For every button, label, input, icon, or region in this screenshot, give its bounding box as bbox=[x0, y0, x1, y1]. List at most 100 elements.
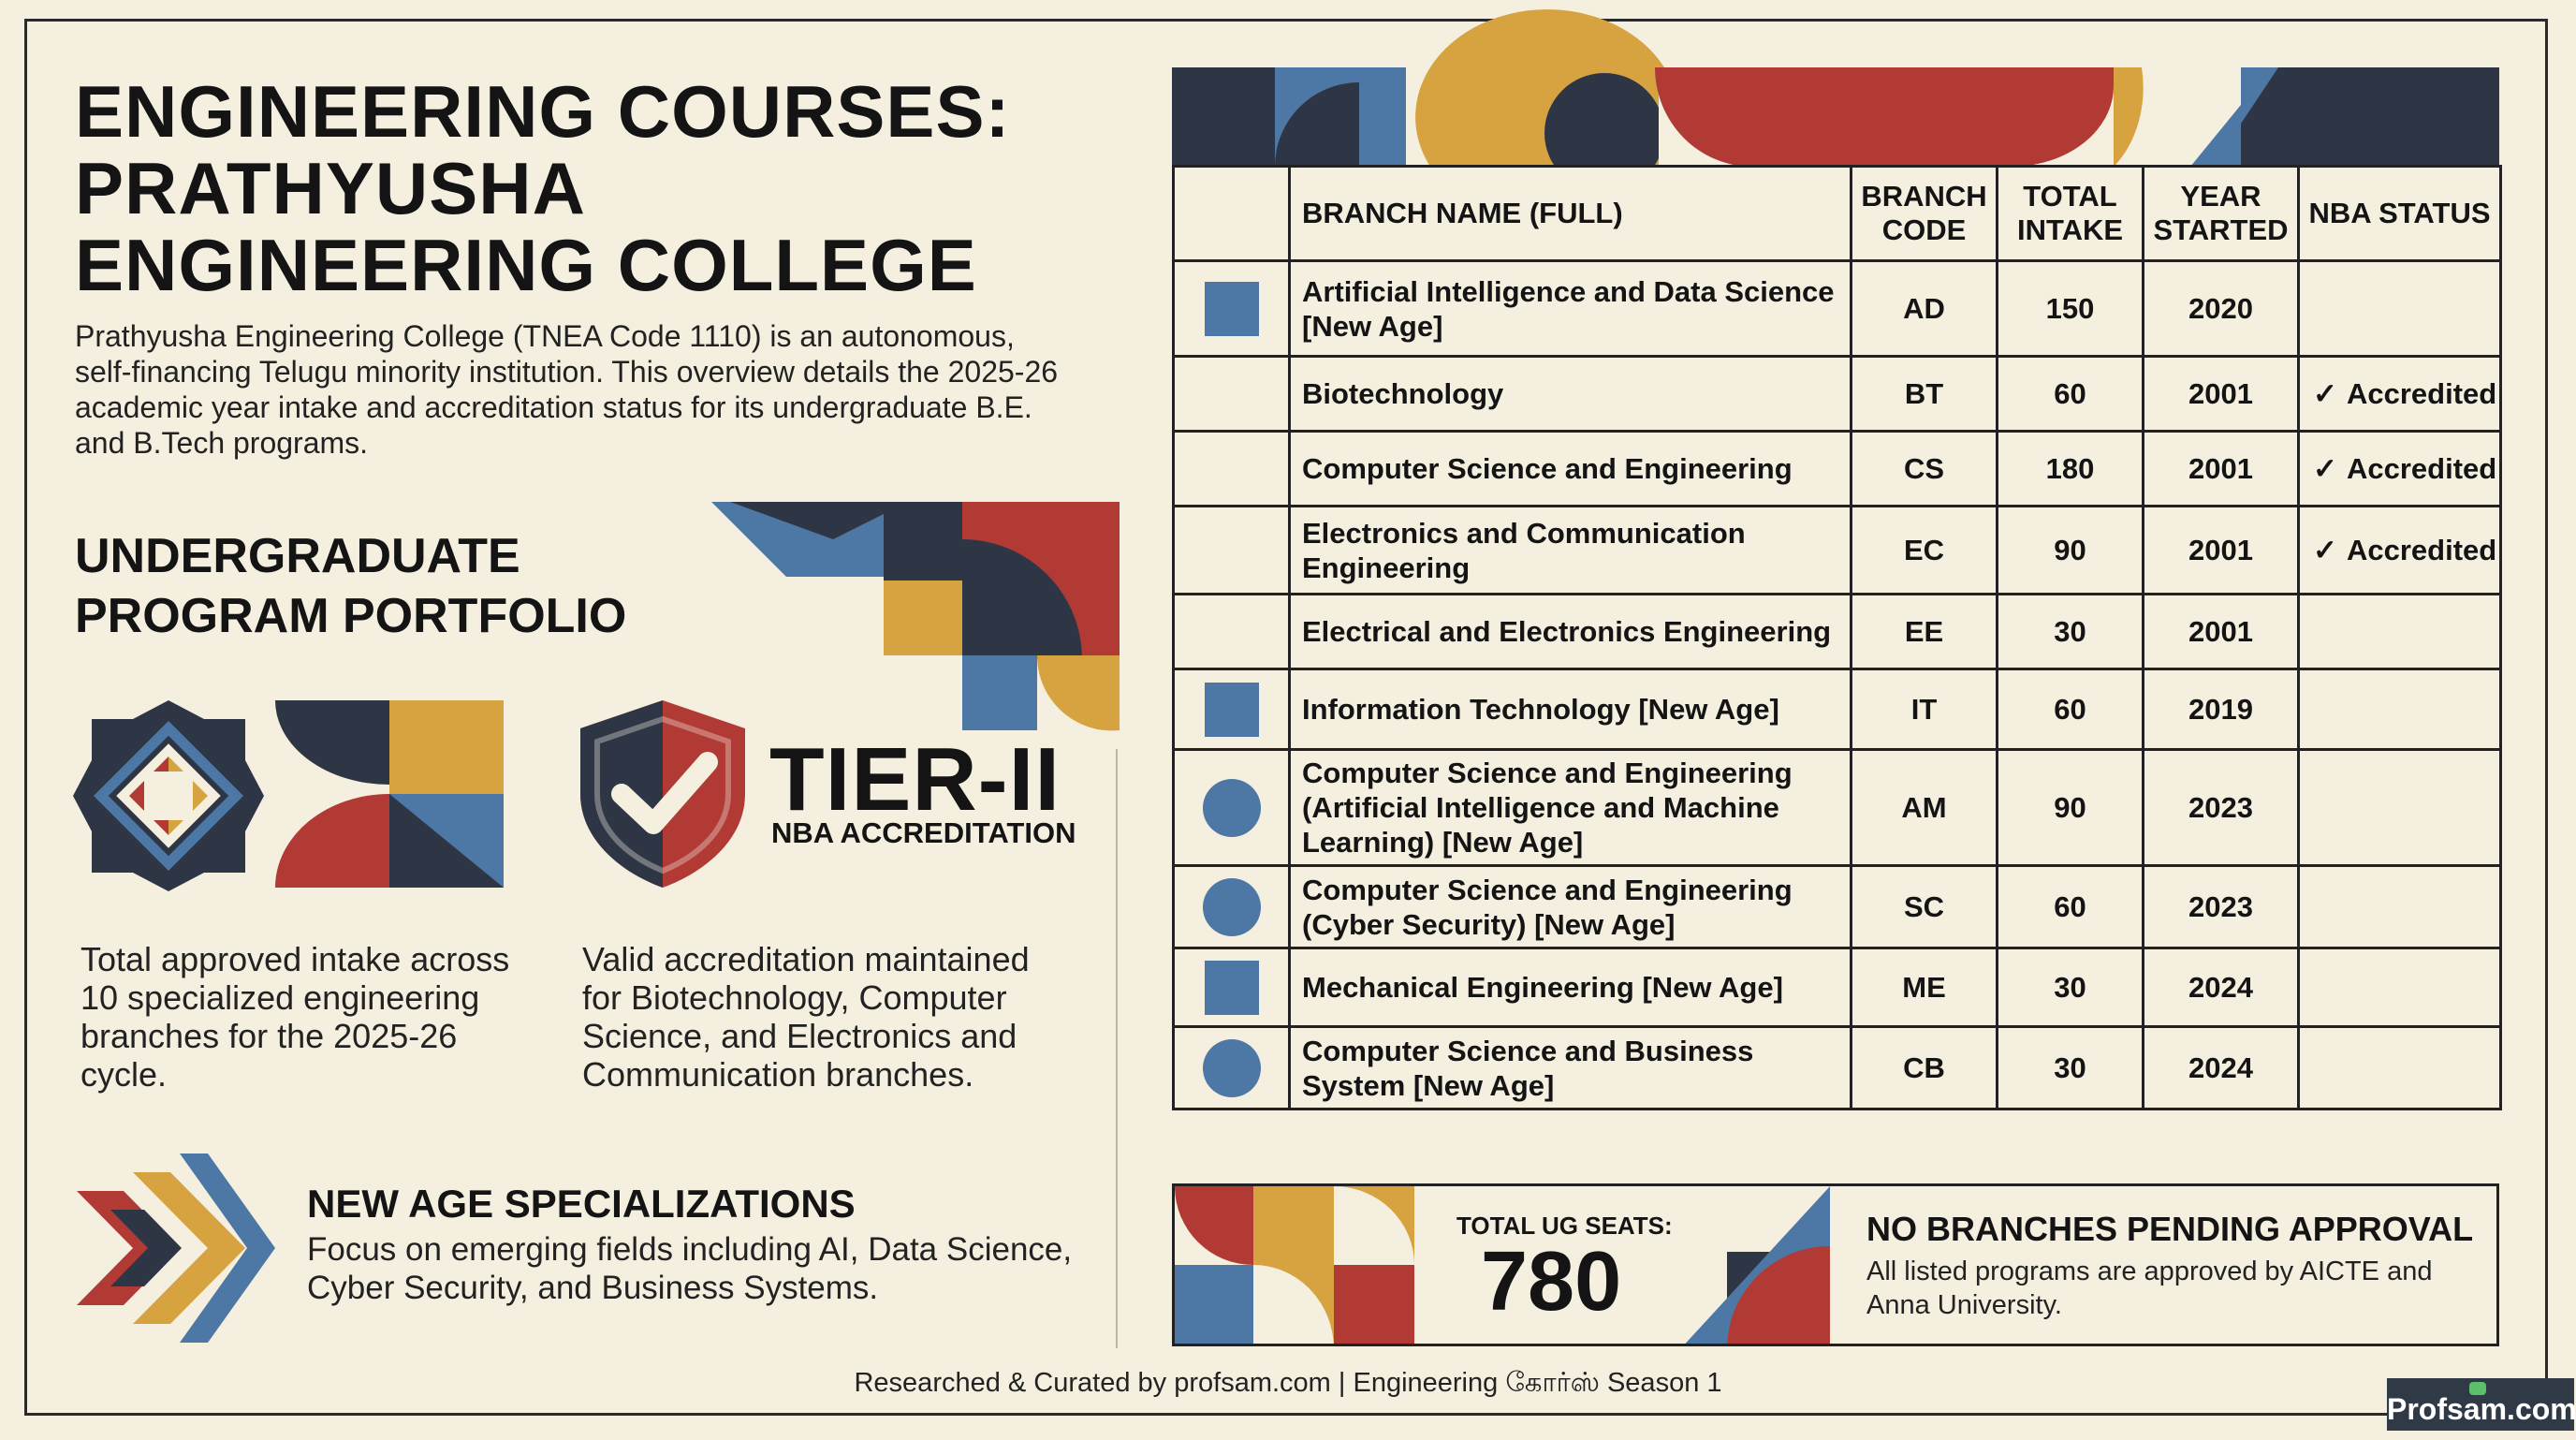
tier-value: TIER-II bbox=[769, 729, 1061, 830]
circle-icon bbox=[1202, 1038, 1261, 1097]
check-icon: ✓ bbox=[2313, 376, 2337, 410]
chevron-arrows-icon bbox=[77, 1153, 275, 1343]
table-row: Electronics and Communication Engineerin… bbox=[1172, 505, 2502, 595]
square-icon bbox=[1204, 682, 1259, 737]
portfolio-heading: UNDERGRADUATE PROGRAM PORTFOLIO bbox=[75, 529, 627, 643]
page-title: ENGINEERING COURSES: PRATHYUSHA ENGINEER… bbox=[75, 70, 1011, 306]
year-started-cell: 2019 bbox=[2142, 668, 2300, 751]
nba-status-cell bbox=[2297, 748, 2502, 867]
row-icon-cell bbox=[1172, 593, 1291, 670]
branch-code-cell: ME bbox=[1850, 947, 1998, 1028]
branch-name-cell: Electronics and Communication Engineerin… bbox=[1288, 505, 1852, 595]
nba-status-cell bbox=[2297, 668, 2502, 751]
nba-status-text: Accredited bbox=[2346, 376, 2497, 410]
row-icon-cell bbox=[1172, 259, 1291, 358]
nba-status-text: Accredited bbox=[2346, 533, 2497, 566]
year-started-cell: 2001 bbox=[2142, 430, 2300, 507]
branch-name-cell: Biotechnology bbox=[1288, 355, 1852, 433]
year-started-cell: 2023 bbox=[2142, 864, 2300, 949]
table-row: Information Technology [New Age] IT 60 2019 bbox=[1172, 668, 2502, 751]
logo-dot-icon bbox=[2469, 1382, 2486, 1395]
seat-box-geometric-art bbox=[1175, 1186, 1830, 1344]
branch-code-cell: AD bbox=[1850, 259, 1998, 358]
quad-shapes-icon bbox=[275, 700, 504, 888]
total-intake-cell: 60 bbox=[1996, 355, 2144, 433]
intro-paragraph: Prathyusha Engineering College (TNEA Cod… bbox=[75, 319, 1059, 460]
pending-description: All listed programs are approved by AICT… bbox=[1866, 1256, 2433, 1320]
total-intake-cell: 90 bbox=[1996, 505, 2144, 595]
year-started-cell: 2001 bbox=[2142, 505, 2300, 595]
tier-label: NBA ACCREDITATION bbox=[771, 816, 1076, 849]
row-icon-cell bbox=[1172, 947, 1291, 1028]
year-started-cell: 2023 bbox=[2142, 748, 2300, 867]
geometric-banner bbox=[1172, 9, 2499, 193]
year-started-cell: 2024 bbox=[2142, 1025, 2300, 1110]
branch-code-cell: IT bbox=[1850, 668, 1998, 751]
table-row: Computer Science and Engineering (Artifi… bbox=[1172, 748, 2502, 867]
table-row: Artificial Intelligence and Data Science… bbox=[1172, 259, 2502, 358]
total-intake-cell: 180 bbox=[1996, 430, 2144, 507]
row-icon-cell bbox=[1172, 505, 1291, 595]
row-icon-cell bbox=[1172, 748, 1291, 867]
branch-code-cell: CB bbox=[1850, 1025, 1998, 1110]
total-intake-cell: 60 bbox=[1996, 864, 2144, 949]
pending-heading: NO BRANCHES PENDING APPROVAL bbox=[1866, 1210, 2474, 1248]
year-started-cell: 2020 bbox=[2142, 259, 2300, 358]
nba-status-cell bbox=[2297, 1025, 2502, 1110]
year-started-cell: 2024 bbox=[2142, 947, 2300, 1028]
year-started-cell: 2001 bbox=[2142, 355, 2300, 433]
check-icon: ✓ bbox=[2313, 451, 2337, 485]
branch-name-cell: Computer Science and Engineering bbox=[1288, 430, 1852, 507]
total-intake-cell: 150 bbox=[1996, 259, 2144, 358]
row-icon-cell bbox=[1172, 864, 1291, 949]
col-header-year-started: YEAR STARTED bbox=[2142, 165, 2300, 262]
table-row: Biotechnology BT 60 2001 ✓ Accredited bbox=[1172, 355, 2502, 433]
check-icon: ✓ bbox=[2313, 533, 2337, 566]
row-icon-cell bbox=[1172, 430, 1291, 507]
branch-name-cell: Computer Science and Engineering (Artifi… bbox=[1288, 748, 1852, 867]
nba-status-text: Accredited bbox=[2346, 451, 2497, 485]
col-header-branch-name: BRANCH NAME (FULL) bbox=[1288, 165, 1852, 262]
logo-text: Profsam.com bbox=[2387, 1392, 2576, 1426]
total-seats-label: TOTAL UG SEATS: bbox=[1456, 1212, 1673, 1240]
table-row: Electrical and Electronics Engineering EE… bbox=[1172, 593, 2502, 670]
shield-check-icon bbox=[580, 700, 745, 888]
gear-emblem-icon bbox=[73, 700, 264, 891]
branch-code-cell: BT bbox=[1850, 355, 1998, 433]
branch-code-cell: EC bbox=[1850, 505, 1998, 595]
branch-code-cell: SC bbox=[1850, 864, 1998, 949]
total-intake-cell: 30 bbox=[1996, 947, 2144, 1028]
col-header-branch-code: BRANCH CODE bbox=[1850, 165, 1998, 262]
square-icon bbox=[1204, 281, 1259, 336]
branch-name-cell: Electrical and Electronics Engineering bbox=[1288, 593, 1852, 670]
col-header-total-intake: TOTAL INTAKE bbox=[1996, 165, 2144, 262]
nba-status-cell: ✓ Accredited bbox=[2297, 505, 2502, 595]
nba-status-cell bbox=[2297, 593, 2502, 670]
section-divider bbox=[1116, 749, 1118, 1348]
square-icon bbox=[1204, 960, 1259, 1015]
seat-summary-box bbox=[1172, 1183, 2499, 1346]
branch-code-cell: EE bbox=[1850, 593, 1998, 670]
geometric-art-top bbox=[711, 502, 1120, 731]
page-frame bbox=[24, 19, 2548, 1416]
new-age-heading: NEW AGE SPECIALIZATIONS bbox=[307, 1182, 856, 1226]
nba-status-cell: ✓ Accredited bbox=[2297, 355, 2502, 433]
branch-name-cell: Mechanical Engineering [New Age] bbox=[1288, 947, 1852, 1028]
nba-status-cell: ✓ Accredited bbox=[2297, 430, 2502, 507]
total-intake-cell: 60 bbox=[1996, 668, 2144, 751]
nba-status-cell bbox=[2297, 259, 2502, 358]
footer-credit: Researched & Curated by profsam.com | En… bbox=[854, 1368, 1722, 1398]
intake-summary-text: Total approved intake across 10 speciali… bbox=[80, 940, 510, 1094]
col-header-icon bbox=[1172, 165, 1291, 262]
table-row: Computer Science and Engineering CS 180 200… bbox=[1172, 430, 2502, 507]
total-intake-cell: 30 bbox=[1996, 593, 2144, 670]
table-row: Computer Science and Engineering (Cyber … bbox=[1172, 864, 2502, 949]
year-started-cell: 2001 bbox=[2142, 593, 2300, 670]
branch-name-cell: Artificial Intelligence and Data Science… bbox=[1288, 259, 1852, 358]
profsam-logo[interactable]: Profsam.com bbox=[2387, 1378, 2576, 1431]
table-header-row: BRANCH NAME (FULL) BRANCH CODE TOTAL INT… bbox=[1172, 165, 2502, 262]
new-age-description: Focus on emerging fields including AI, D… bbox=[307, 1231, 1073, 1306]
branch-code-cell: CS bbox=[1850, 430, 1998, 507]
circle-icon bbox=[1202, 778, 1261, 837]
total-seats-value: 780 bbox=[1481, 1235, 1622, 1329]
